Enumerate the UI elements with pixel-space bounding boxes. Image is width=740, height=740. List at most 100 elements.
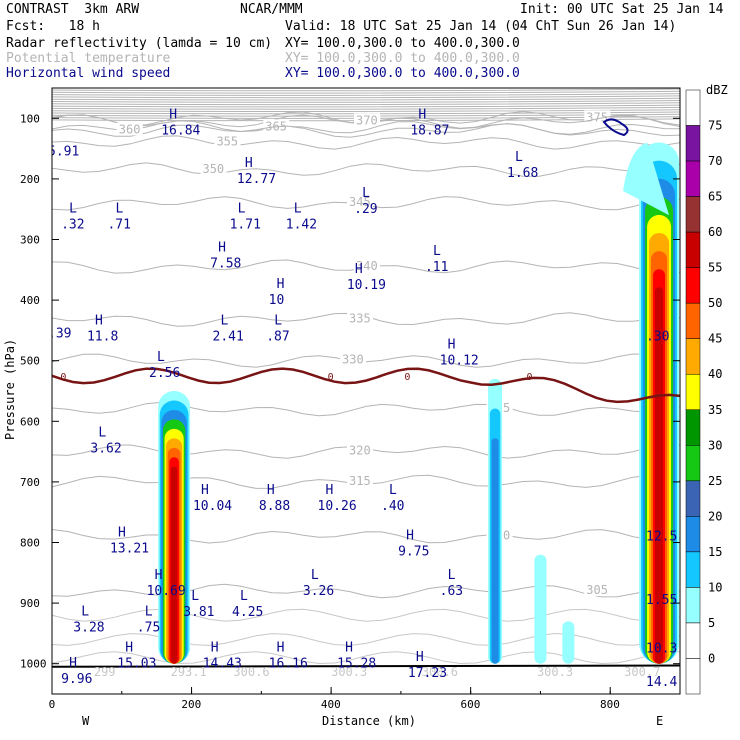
theta-contour-lower <box>52 608 680 622</box>
wind-marker: L1.71 <box>230 201 261 232</box>
wind-marker-type: L <box>509 59 517 74</box>
colorbar-swatch <box>685 373 701 411</box>
wind-marker-type: L <box>311 568 319 583</box>
wind-marker-type: L <box>433 244 441 259</box>
wind-marker-type: H <box>277 641 285 656</box>
model-title: CONTRAST 3km ARW <box>6 2 140 17</box>
theta-contour <box>52 401 680 417</box>
wind-marker: L1.68 <box>507 150 538 181</box>
wind-marker-value: 15.03 <box>117 657 156 672</box>
wind-marker: H11.8 <box>87 313 118 344</box>
colorbar-swatch <box>685 231 701 268</box>
wind-marker: L.32 <box>61 201 84 232</box>
colorbar-tick-label: 35 <box>708 403 722 417</box>
wind-marker-type: L <box>240 589 248 604</box>
wind-marker-type: L <box>115 201 123 216</box>
theta-contour-upper <box>52 90 680 94</box>
theta-contour-label: 360 <box>119 122 141 136</box>
wind-marker-value: 10.19 <box>347 278 386 293</box>
theta-contour-lower <box>52 632 680 646</box>
theta-contour-label: 335 <box>349 311 371 325</box>
wind-marker-value: 10.26 <box>318 499 357 514</box>
wind-marker-value: 10 <box>269 293 285 308</box>
theta-contour-label: 355 <box>216 135 238 149</box>
wind-marker-type: L <box>191 589 199 604</box>
reflectivity-cell <box>491 438 499 664</box>
wind-marker-type: L <box>81 604 89 619</box>
colorbar-swatch <box>685 89 701 126</box>
wind-marker-value: .63 <box>440 584 463 599</box>
theta-contour-upper <box>52 93 680 96</box>
plot-frame <box>51 87 681 695</box>
wind-marker-type: H <box>245 156 253 171</box>
theta-contour-upper <box>52 102 680 106</box>
wind-marker: L.29 <box>354 186 377 217</box>
wind-marker-value: 2.41 <box>213 329 244 344</box>
wind-marker-value: 3.26 <box>303 584 334 599</box>
wind-marker-type: H <box>267 483 275 498</box>
surface-theta-label: 300.6 <box>233 665 269 679</box>
wind-marker-type: L <box>379 59 387 74</box>
wind-marker-type: L <box>145 604 153 619</box>
colorbar-tick-label: 15 <box>708 545 722 559</box>
wind-marker: L3.28 <box>73 604 104 635</box>
wind-marker-type: L <box>252 59 260 74</box>
colorbar-tick-label: 20 <box>708 509 722 523</box>
wind-marker-type: L <box>157 350 165 365</box>
wind-marker-value: 2.56 <box>149 366 180 381</box>
surface-theta-label: 300.6 <box>422 665 458 679</box>
colorbar-tick-label: 10 <box>708 580 722 594</box>
theta-contour-label: 340 <box>356 259 378 273</box>
wind-marker-value: .88 <box>371 75 394 90</box>
wind-marker-value: 13.21 <box>110 542 149 557</box>
wind-marker-value: 3.62 <box>90 442 121 457</box>
wind-marker-type: H <box>95 313 103 328</box>
wind-marker-type: H <box>406 529 414 544</box>
reflectivity-anvil <box>623 142 670 216</box>
y-tick-label: 100 <box>20 112 40 125</box>
wind-marker-edge-label: 14.4 <box>646 675 677 690</box>
center-label: NCAR/MMM <box>240 2 303 17</box>
y-tick-label: 400 <box>20 294 40 307</box>
freezing-level-line <box>52 367 680 404</box>
wind-marker-value: 16.16 <box>269 657 308 672</box>
plot-area: 3753703653603553503453403353303253203153… <box>52 59 680 690</box>
colorbar-tick-label: 70 <box>708 154 722 168</box>
wind-marker-value: 17.23 <box>408 666 447 681</box>
y-tick-label: 300 <box>20 234 40 247</box>
wind-marker-type: H <box>125 641 133 656</box>
colorbar-swatch <box>685 338 701 375</box>
surface-theta-label: 299 <box>94 665 116 679</box>
x-end-label-west: W <box>82 714 90 728</box>
wind-marker: H15.28 <box>337 641 376 672</box>
colorbar-tick-label: 55 <box>708 261 722 275</box>
wind-marker: L.75 <box>137 604 160 635</box>
theta-contour-upper <box>52 88 680 92</box>
x-end-label-east: E <box>656 714 663 728</box>
theta-contour <box>52 162 680 177</box>
wind-marker: H14.43 <box>203 641 242 672</box>
colorbar-swatch <box>685 302 701 339</box>
wind-marker-value: .11 <box>425 260 448 275</box>
colorbar-swatch <box>685 658 701 695</box>
wind-marker-type: H <box>345 641 353 656</box>
freezing-level-label: 0 <box>404 372 410 383</box>
colorbar-tick-label: 65 <box>708 190 722 204</box>
wind-marker: L.78 <box>244 59 267 90</box>
wind-marker-value: 9.96 <box>61 672 92 687</box>
colorbar-tick-label: 0 <box>708 651 715 665</box>
wind-marker-type: H <box>416 650 424 665</box>
reflectivity-cell <box>170 466 178 664</box>
wind-marker: L3.26 <box>303 568 334 599</box>
theta-contour-label: 350 <box>202 162 224 176</box>
wind-marker-type: L <box>294 201 302 216</box>
colorbar-swatch <box>685 409 701 446</box>
wind-marker: L4.25 <box>232 589 263 620</box>
wind-marker: H10.12 <box>440 338 479 369</box>
wind-marker-value: 3.81 <box>183 605 214 620</box>
theta-contour-upper <box>52 95 680 99</box>
colorbar-tick-label: 5 <box>708 616 715 630</box>
wind-marker-type: H <box>218 241 226 256</box>
wind-marker-value: .75 <box>137 620 160 635</box>
wind-marker: H16.84 <box>161 107 200 138</box>
